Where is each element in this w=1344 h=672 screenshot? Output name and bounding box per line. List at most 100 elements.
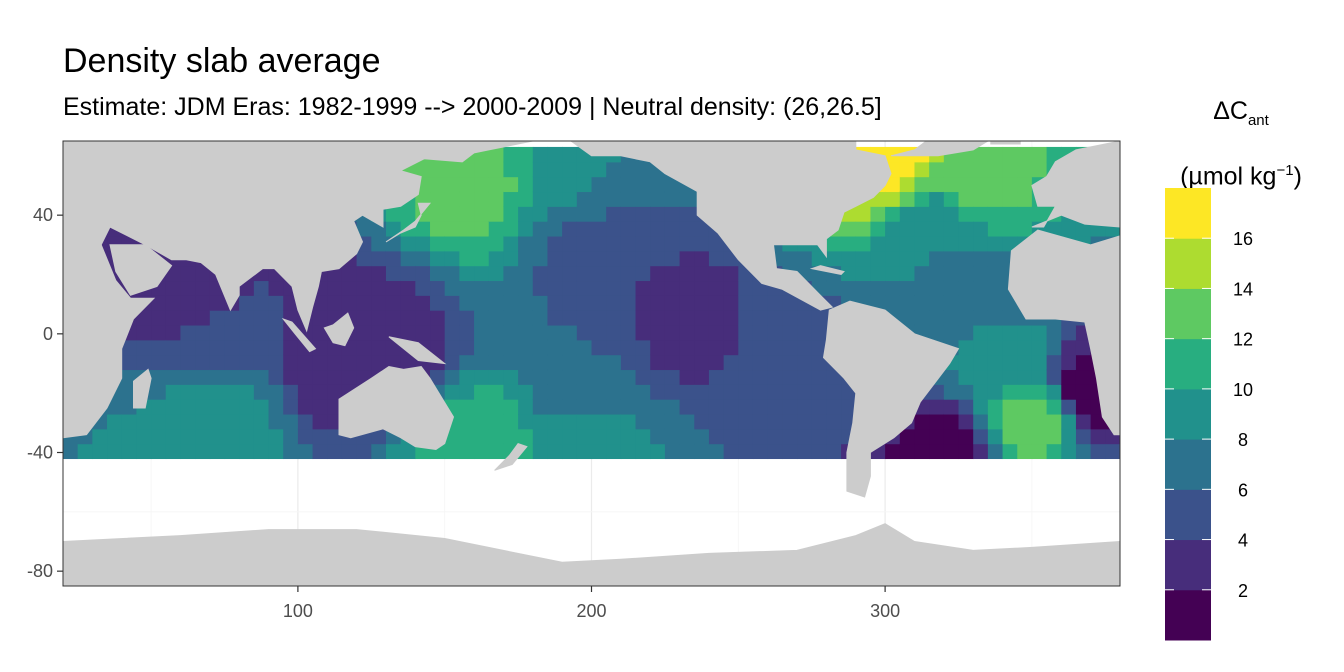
data-cell <box>826 250 842 267</box>
data-cell <box>1075 221 1092 237</box>
data-cell <box>63 443 79 460</box>
data-cell <box>444 354 460 371</box>
data-cell <box>973 399 989 415</box>
data-cell <box>474 428 490 445</box>
data-cell <box>958 235 974 252</box>
data-cell <box>1046 354 1062 371</box>
data-cell <box>885 265 901 282</box>
data-cell <box>1017 354 1033 371</box>
data-cell <box>283 399 299 415</box>
data-cell <box>708 235 725 252</box>
data-cell <box>547 428 563 445</box>
data-cell <box>415 250 431 267</box>
data-cell <box>165 384 182 400</box>
data-cell <box>518 280 534 296</box>
data-cell <box>797 310 813 326</box>
data-cell <box>459 399 475 415</box>
data-cell <box>518 221 534 237</box>
data-cell <box>899 280 916 296</box>
data-cell <box>180 265 196 282</box>
data-cell <box>591 413 607 430</box>
data-cell <box>1046 399 1062 415</box>
data-cell <box>283 443 299 460</box>
data-cell <box>811 443 827 460</box>
data-cell <box>664 265 681 282</box>
data-cell <box>987 354 1004 371</box>
data-cell <box>503 339 519 356</box>
data-cell <box>1075 354 1092 371</box>
data-cell <box>958 295 974 311</box>
data-cell <box>297 413 314 430</box>
data-cell <box>385 310 402 326</box>
data-cell <box>738 339 754 356</box>
data-cell <box>121 413 138 430</box>
data-cell <box>415 310 431 326</box>
data-cell <box>165 295 182 311</box>
data-cell <box>1002 413 1018 430</box>
data-cell <box>958 324 974 341</box>
data-cell <box>620 354 637 371</box>
data-cell <box>752 443 769 460</box>
data-cell <box>518 295 534 311</box>
data-cell <box>576 280 593 296</box>
data-cell <box>532 339 549 356</box>
data-cell <box>1002 191 1018 207</box>
data-cell <box>694 339 710 356</box>
data-cell <box>899 295 916 311</box>
data-cell <box>151 399 167 415</box>
data-cell <box>635 280 651 296</box>
data-cell <box>591 280 607 296</box>
data-cell <box>518 265 534 282</box>
data-cell <box>958 369 974 385</box>
data-cell <box>195 339 211 356</box>
land-madagascar <box>133 368 152 409</box>
land-asia <box>63 141 533 333</box>
colorbar-segment <box>1165 388 1211 440</box>
data-cell <box>943 221 960 237</box>
data-cell <box>180 428 196 445</box>
colorbar-label: 12 <box>1233 330 1253 350</box>
data-cell <box>459 250 475 267</box>
data-cell <box>870 250 886 267</box>
data-cell <box>474 339 490 356</box>
data-cell <box>518 369 534 385</box>
data-cell <box>195 369 211 385</box>
data-cell <box>987 280 1004 296</box>
data-cell <box>650 250 666 267</box>
data-cell <box>136 310 152 326</box>
data-cell <box>708 413 725 430</box>
data-cell <box>562 161 578 178</box>
data-cell <box>973 295 989 311</box>
data-cell <box>562 399 578 415</box>
data-cell <box>459 369 475 385</box>
data-cell <box>283 428 299 445</box>
data-cell <box>679 428 695 445</box>
data-cell <box>312 413 328 430</box>
data-cell <box>620 369 637 385</box>
data-cell <box>136 428 152 445</box>
data-cell <box>268 324 284 341</box>
data-cell <box>811 310 827 326</box>
data-cell <box>268 310 284 326</box>
data-cell <box>136 324 152 341</box>
data-cell <box>239 354 255 371</box>
data-cell <box>488 295 505 311</box>
data-cell <box>738 295 754 311</box>
data-cell <box>797 428 813 445</box>
data-cell <box>797 354 813 371</box>
data-cell <box>532 235 549 252</box>
data-cell <box>870 265 886 282</box>
data-cell <box>1090 413 1106 430</box>
data-cell <box>723 443 739 460</box>
data-cell <box>929 161 945 178</box>
data-cell <box>650 191 666 207</box>
data-cell <box>987 146 1004 163</box>
data-cell <box>430 280 446 296</box>
data-cell <box>606 250 622 267</box>
data-cell <box>826 413 842 430</box>
data-cell <box>635 221 651 237</box>
data-cell <box>547 443 563 460</box>
data-cell <box>576 176 593 193</box>
data-cell <box>532 399 549 415</box>
